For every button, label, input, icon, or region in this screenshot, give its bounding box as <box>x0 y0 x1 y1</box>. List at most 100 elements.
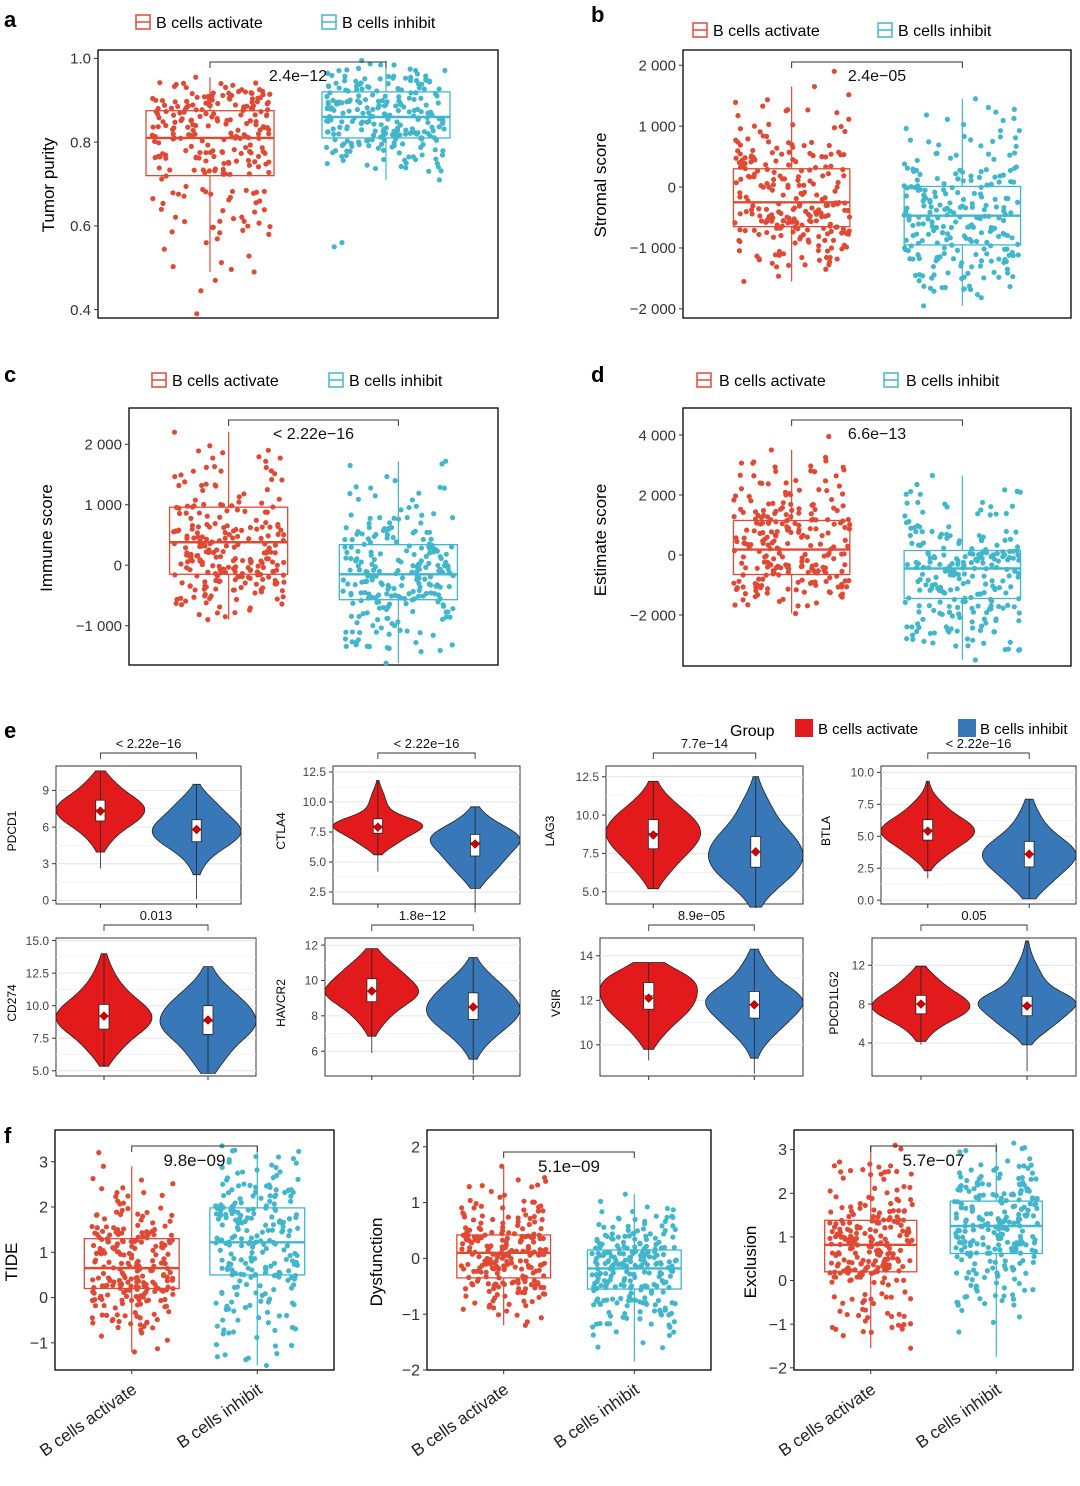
point-f1-0-230 <box>102 1250 108 1256</box>
point-c-0-109 <box>281 532 287 538</box>
point-b-0-10 <box>822 237 828 243</box>
point-a-1-93 <box>415 81 422 87</box>
point-d-0-216 <box>751 473 757 479</box>
point-f3-0-46 <box>876 1210 883 1216</box>
point-c-1-240 <box>383 660 389 666</box>
point-f3-1-180 <box>1004 1239 1011 1245</box>
point-a-1-224 <box>358 80 364 86</box>
point-d-0-101 <box>812 506 818 513</box>
point-a-0-71 <box>160 119 166 125</box>
point-f1-0-194 <box>149 1267 155 1273</box>
legend-c-activate: B cells activate <box>172 373 279 390</box>
point-f3-1-218 <box>1005 1158 1011 1164</box>
point-f1-0-154 <box>145 1297 152 1303</box>
point-f1-0-224 <box>113 1229 119 1235</box>
point-b-1-190 <box>947 208 953 214</box>
point-a-0-40 <box>252 159 258 165</box>
point-f2-1-183 <box>594 1285 600 1291</box>
point-f1-1-196 <box>253 1239 259 1245</box>
point-a-0-155 <box>263 161 269 167</box>
point-d-0-188 <box>772 464 778 470</box>
point-d-0-218 <box>833 473 839 479</box>
point-d-0-221 <box>802 551 808 558</box>
point-f2-1-147 <box>671 1244 677 1251</box>
point-c-0-220 <box>188 555 194 561</box>
point-f3-1-96 <box>974 1241 980 1247</box>
point-f3-1-15 <box>977 1296 983 1302</box>
point-c-1-177 <box>427 550 433 556</box>
point-a-1-136 <box>340 110 346 116</box>
point-d-0-157 <box>766 501 772 507</box>
box-a-0 <box>145 110 275 177</box>
point-c-1-152 <box>349 639 355 645</box>
point-d-0-150 <box>808 517 815 523</box>
point-a-1-56 <box>370 132 377 138</box>
point-a-1-129 <box>385 73 392 80</box>
point-b-1-56 <box>1011 165 1018 171</box>
point-f3-0-103 <box>854 1274 860 1280</box>
point-a-1-38 <box>430 128 436 134</box>
point-b-1-93 <box>901 161 908 167</box>
point-f1-0-229 <box>170 1181 176 1187</box>
point-f1-1-19 <box>263 1246 269 1252</box>
point-d-1-197 <box>965 643 971 649</box>
point-b-0-18 <box>780 192 786 198</box>
point-d-1-41 <box>911 525 918 531</box>
point-b-0-117 <box>756 206 762 212</box>
point-d-0-60 <box>779 554 786 560</box>
point-d-0-78 <box>835 584 841 590</box>
point-d-0-145 <box>778 565 784 571</box>
point-b-1-84 <box>903 193 910 199</box>
point-d-1-159 <box>931 630 938 636</box>
point-f1-1-117 <box>250 1206 256 1212</box>
point-a-1-34 <box>372 128 378 134</box>
point-b-1-227 <box>1004 270 1011 276</box>
point-a-0-193 <box>169 229 175 235</box>
point-c-1-210 <box>355 496 362 502</box>
point-f1-0-40 <box>125 1279 131 1285</box>
point-f2-1-110 <box>627 1278 633 1284</box>
point-f1-0-131 <box>153 1252 159 1258</box>
point-f2-1-215 <box>640 1254 647 1260</box>
point-a-1-106 <box>370 92 376 98</box>
point-d-0-202 <box>795 579 801 585</box>
point-b-1-122 <box>933 207 940 213</box>
point-b-1-177 <box>1006 252 1012 258</box>
point-a-0-47 <box>159 97 166 104</box>
point-f1-0-237 <box>97 1245 103 1252</box>
point-f1-0-232 <box>99 1296 105 1302</box>
point-d-1-28 <box>1003 590 1009 596</box>
point-b-1-119 <box>1008 210 1014 216</box>
point-f3-0-206 <box>885 1256 891 1262</box>
point-f3-0-64 <box>833 1194 839 1200</box>
point-a-1-194 <box>387 112 393 118</box>
legend-a-inhibit: B cells inhibit <box>342 15 436 32</box>
point-f2-1-228 <box>608 1253 614 1259</box>
legend-b: B cells activate B cells inhibit <box>692 22 992 40</box>
point-a-1-157 <box>356 141 362 148</box>
point-b-1-237 <box>988 181 994 187</box>
point-b-0-241 <box>811 83 818 90</box>
point-a-1-133 <box>382 93 388 99</box>
point-f2-1-235 <box>607 1321 613 1327</box>
point-f2-0-211 <box>538 1203 544 1209</box>
point-c-1-120 <box>390 534 396 541</box>
point-b-0-71 <box>786 162 792 168</box>
point-f3-0-222 <box>878 1233 884 1239</box>
point-b-0-31 <box>796 182 802 188</box>
point-a-0-82 <box>183 84 189 91</box>
point-c-0-193 <box>272 550 278 556</box>
ytick-label-f2-2: 0 <box>411 1251 420 1268</box>
point-a-0-92 <box>261 207 267 213</box>
point-b-1-230 <box>1003 258 1009 265</box>
point-b-0-102 <box>790 229 796 235</box>
ytick-label-e6-3: 12 <box>305 938 319 952</box>
point-b-1-116 <box>963 205 969 211</box>
legend-c: B cells activate B cells inhibit <box>151 372 443 390</box>
point-a-1-81 <box>441 126 447 132</box>
ylabel-e3: LAG3 <box>543 815 557 846</box>
point-f2-1-223 <box>613 1257 619 1264</box>
point-f3-0-130 <box>895 1208 902 1214</box>
point-c-0-175 <box>197 539 203 545</box>
